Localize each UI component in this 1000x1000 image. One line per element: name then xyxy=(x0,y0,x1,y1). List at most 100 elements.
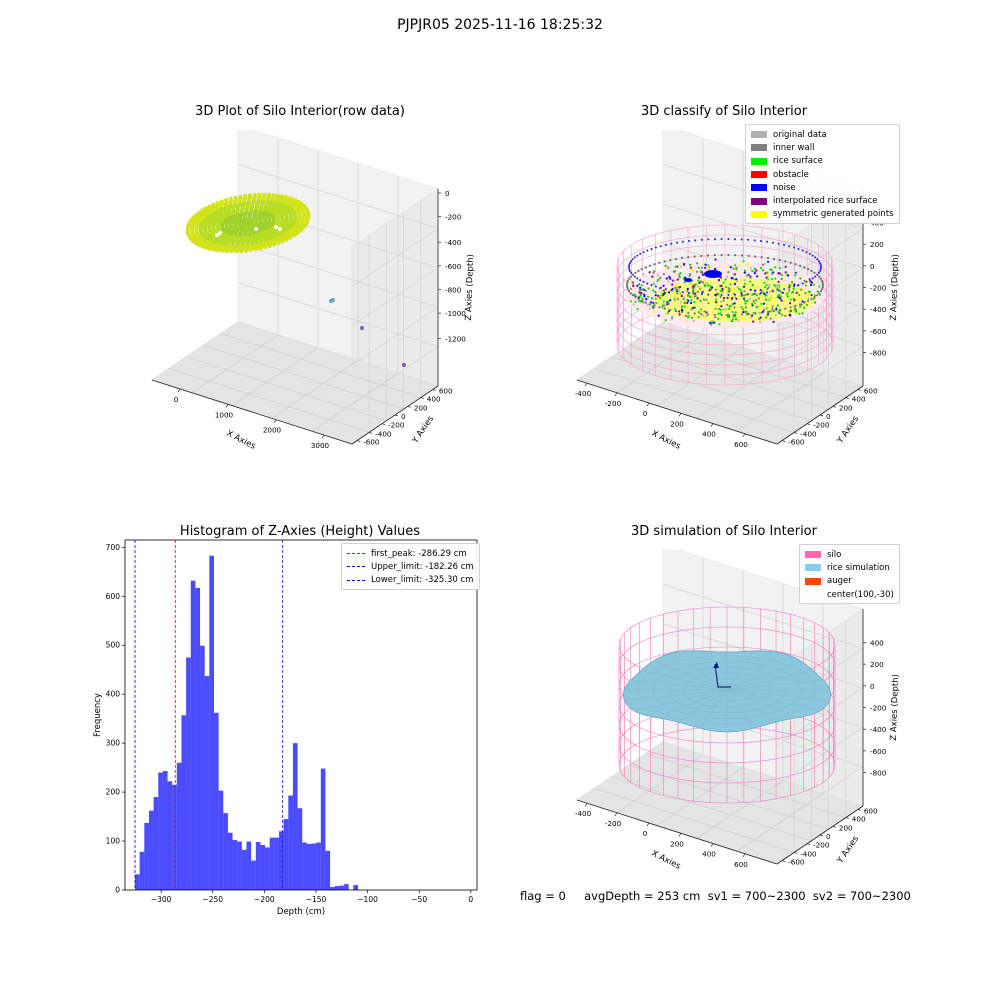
simulation-plot-title: 3D simulation of Silo Interior xyxy=(631,524,817,539)
noise-point xyxy=(820,266,822,268)
classified-point xyxy=(788,310,792,313)
raw-point xyxy=(271,193,276,198)
classified-point xyxy=(710,323,713,326)
noise-point xyxy=(707,293,710,296)
classified-point xyxy=(810,294,813,297)
legend-label: inner wall xyxy=(773,142,815,153)
classified-point xyxy=(690,299,693,302)
classified-point xyxy=(701,266,704,269)
classified-point xyxy=(711,300,714,303)
histogram-chart: −300 −250 −200 −150 −100 −50 0 0 100 200 300 400 500… xyxy=(93,539,478,917)
classified-point xyxy=(691,291,694,294)
inner-wall-point xyxy=(819,290,822,293)
inner-wall-point xyxy=(648,264,651,267)
classified-point xyxy=(692,306,695,309)
noise-point xyxy=(760,292,762,294)
inner-wall-point xyxy=(747,313,750,316)
legend-swatch xyxy=(751,131,767,139)
inner-wall-point xyxy=(794,263,797,266)
noise-point xyxy=(646,249,649,252)
inner-wall-point xyxy=(674,257,678,261)
classified-point xyxy=(687,299,690,302)
histogram-bar xyxy=(297,808,303,890)
classified-point xyxy=(742,297,746,300)
classified-point xyxy=(772,320,775,323)
classified-point xyxy=(690,308,693,311)
classified-point xyxy=(770,272,774,275)
y-tick-label: -400 xyxy=(375,429,392,438)
raw-point xyxy=(267,243,272,248)
inner-wall-point xyxy=(772,257,776,261)
raw-point xyxy=(257,192,262,197)
classified-point xyxy=(736,286,739,289)
classified-point xyxy=(742,285,746,288)
y-tick-label: 200 xyxy=(414,403,428,412)
classified-point xyxy=(787,293,790,296)
noise-point xyxy=(753,239,756,242)
classified-point xyxy=(735,280,738,283)
classified-point xyxy=(641,297,644,300)
histogram-bar xyxy=(353,885,358,890)
classified-point xyxy=(745,274,748,277)
histogram-bar xyxy=(190,580,196,890)
inner-wall-point xyxy=(760,256,763,259)
y-tick-label: -200 xyxy=(813,421,830,430)
classified-point xyxy=(742,260,745,263)
histogram-bar xyxy=(204,676,210,890)
rice-mesh-spoke xyxy=(726,689,754,729)
classified-point xyxy=(702,314,705,317)
raw-point xyxy=(234,249,239,254)
y-tick-label: -600 xyxy=(788,438,805,447)
noise-point xyxy=(650,284,653,286)
legend-entry: Lower_limit: -325.30 cm xyxy=(347,574,474,587)
x-tick-label: 0 xyxy=(174,395,179,404)
classified-point xyxy=(656,274,659,277)
classified-point xyxy=(639,286,642,289)
classified-point xyxy=(755,269,758,272)
classified-point xyxy=(645,298,648,301)
legend-label: rice surface xyxy=(773,156,823,167)
classified-point xyxy=(753,272,756,275)
classified-point xyxy=(735,297,738,300)
classified-point xyxy=(700,271,703,274)
x-tick-label: -200 xyxy=(605,819,622,828)
inner-wall-point xyxy=(628,290,631,293)
noise-point xyxy=(628,268,631,270)
classified-point xyxy=(723,296,726,300)
classified-point xyxy=(714,289,717,292)
classified-point xyxy=(701,273,705,276)
classified-point xyxy=(654,294,657,297)
inner-wall-point xyxy=(640,299,643,302)
x-tick-label: 0 xyxy=(643,829,648,838)
classified-point xyxy=(707,302,710,305)
classified-point xyxy=(742,311,745,314)
classified-point xyxy=(662,300,665,303)
classified-point xyxy=(703,299,706,302)
histogram-bar xyxy=(213,712,219,890)
classified-point xyxy=(719,312,722,315)
classified-point xyxy=(766,287,769,291)
inner-wall-point xyxy=(727,253,730,257)
figure-suptitle: PJPJR05 2025-11-16 18:25:32 xyxy=(397,17,603,33)
classified-point xyxy=(684,299,687,302)
classified-point xyxy=(778,310,781,313)
classified-point xyxy=(766,313,770,316)
inner-wall-point xyxy=(819,277,822,280)
noise-point xyxy=(805,251,808,254)
noise-point xyxy=(654,285,657,288)
inner-wall-point xyxy=(754,312,757,315)
classified-point xyxy=(744,310,747,313)
y-axis-label: Y Axies xyxy=(835,834,861,866)
classified-point xyxy=(689,263,692,266)
classified-point xyxy=(726,288,729,291)
classified-point xyxy=(651,275,654,278)
classified-point xyxy=(657,314,660,317)
classified-point xyxy=(701,281,704,284)
x-tick-label: 400 xyxy=(702,430,716,439)
y-tick-label: -200 xyxy=(388,421,405,430)
classified-point xyxy=(717,279,721,282)
classified-point xyxy=(765,303,768,306)
legend-swatch xyxy=(751,184,767,192)
classified-point xyxy=(695,270,698,273)
noise-point xyxy=(727,238,730,240)
